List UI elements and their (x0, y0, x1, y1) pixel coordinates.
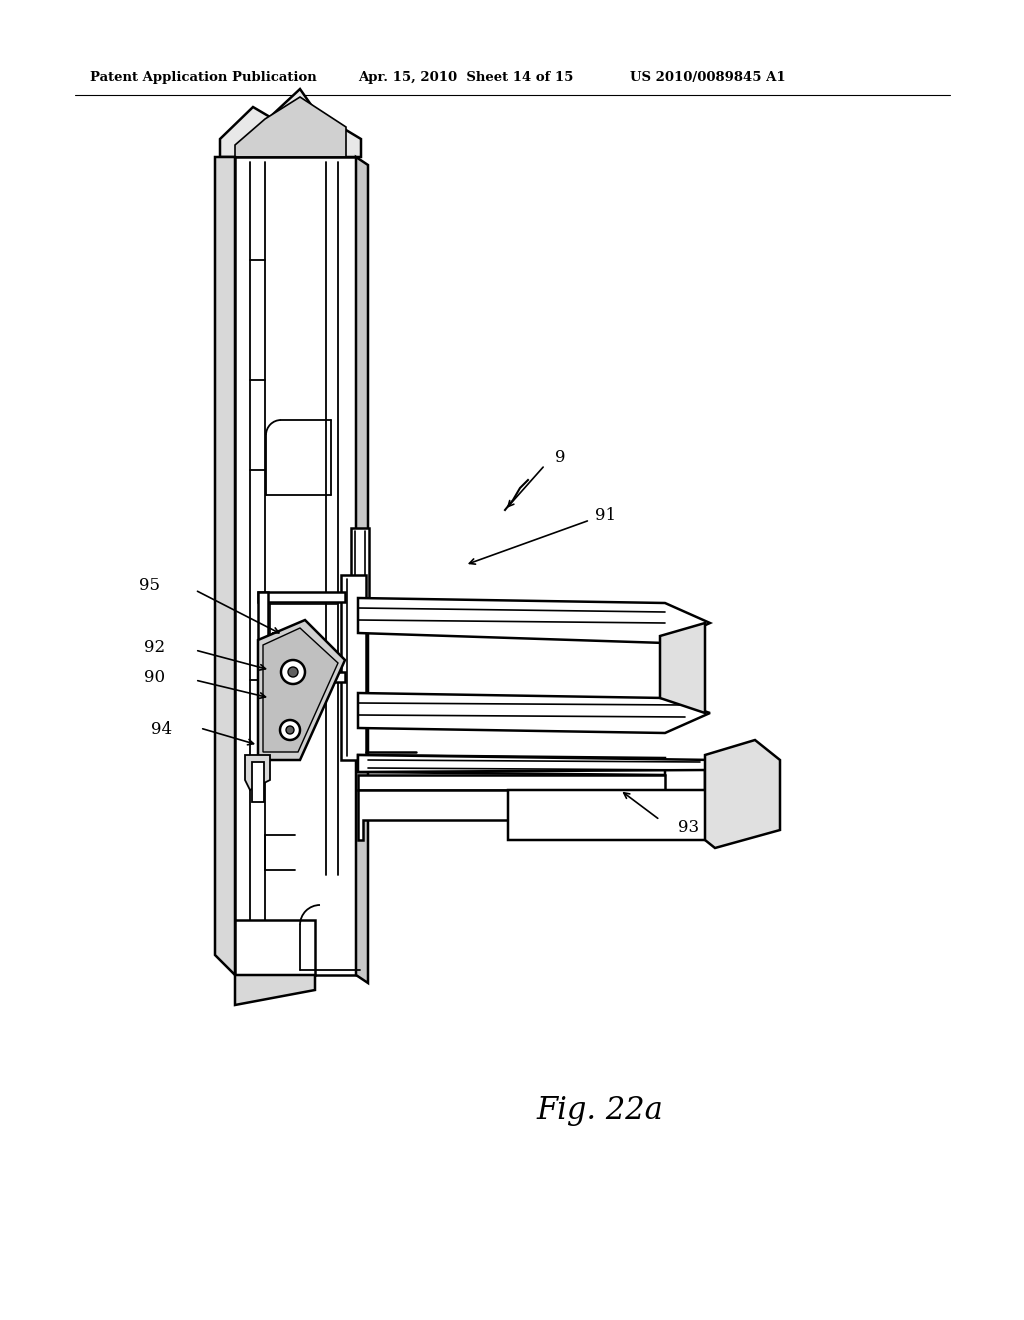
Polygon shape (358, 693, 710, 733)
Text: 95: 95 (139, 577, 161, 594)
Polygon shape (358, 775, 665, 789)
Bar (258, 672, 345, 682)
Polygon shape (358, 755, 665, 775)
Polygon shape (358, 598, 710, 643)
Polygon shape (358, 789, 508, 840)
Circle shape (280, 719, 300, 741)
Text: 92: 92 (144, 639, 166, 656)
Polygon shape (215, 157, 234, 975)
Text: Apr. 15, 2010  Sheet 14 of 15: Apr. 15, 2010 Sheet 14 of 15 (358, 71, 573, 84)
Text: 90: 90 (144, 669, 166, 686)
Text: 9: 9 (555, 450, 565, 466)
Polygon shape (234, 920, 315, 975)
Circle shape (288, 667, 298, 677)
Text: Fig. 22a: Fig. 22a (537, 1094, 664, 1126)
Polygon shape (245, 755, 270, 789)
Polygon shape (234, 157, 356, 975)
Bar (252, 762, 264, 803)
Polygon shape (341, 576, 366, 760)
Polygon shape (263, 628, 338, 752)
Text: 94: 94 (152, 722, 173, 738)
Polygon shape (358, 755, 715, 840)
Polygon shape (220, 88, 361, 157)
Polygon shape (660, 623, 705, 713)
Text: 91: 91 (595, 507, 616, 524)
Polygon shape (258, 620, 345, 760)
Circle shape (286, 726, 294, 734)
Polygon shape (356, 157, 368, 983)
Circle shape (281, 660, 305, 684)
Bar (351, 528, 369, 601)
Polygon shape (705, 741, 780, 847)
Bar (258, 591, 268, 682)
Polygon shape (234, 96, 346, 157)
Text: 93: 93 (678, 820, 699, 837)
Bar (258, 591, 345, 602)
Polygon shape (234, 975, 315, 1005)
Text: US 2010/0089845 A1: US 2010/0089845 A1 (630, 71, 785, 84)
Text: Patent Application Publication: Patent Application Publication (90, 71, 316, 84)
